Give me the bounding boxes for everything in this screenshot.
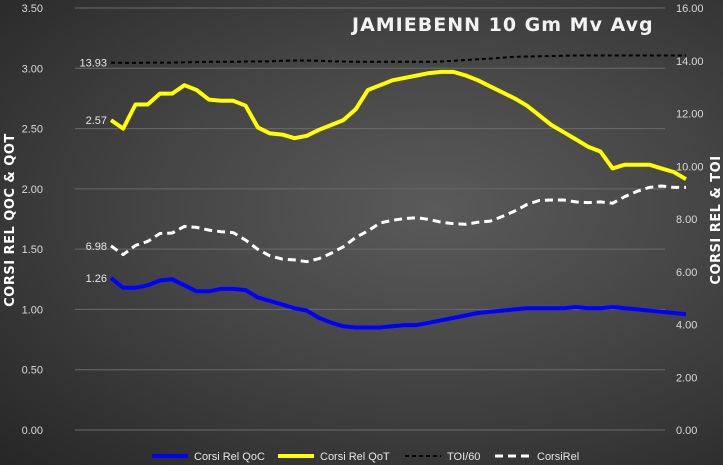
y-tick-label: 3.00 <box>22 63 43 75</box>
chart-title: JAMIEBENN 10 Gm Mv Avg <box>350 14 654 36</box>
legend-label: TOI/60 <box>447 451 480 463</box>
y-tick-label: 2.00 <box>22 184 43 196</box>
y2-tick-label: 0.00 <box>676 425 697 437</box>
start-data-label: 2.57 <box>86 115 107 127</box>
y2-tick-label: 6.00 <box>676 267 697 279</box>
start-data-label: 1.26 <box>86 273 107 285</box>
y-tick-label: 0.00 <box>22 425 43 437</box>
legend-label: CorsiRel <box>537 451 579 463</box>
y-tick-label: 1.00 <box>22 304 43 316</box>
series-line-corsi-rel-qoc <box>109 276 687 330</box>
legend-label: Corsi Rel QoT <box>320 451 390 463</box>
y-tick-label: 1.50 <box>22 244 43 256</box>
series-line-toi-60 <box>110 54 686 64</box>
y2-tick-label: 8.00 <box>676 214 697 226</box>
y2-tick-label: 12.00 <box>676 109 704 121</box>
y2-tick-label: 10.00 <box>676 161 704 173</box>
y2-tick-label: 4.00 <box>676 320 697 332</box>
y2-axis-label: CORSI REL & TOI <box>709 155 723 284</box>
start-data-label: 6.98 <box>86 241 107 253</box>
series-line-corsi-rel-qot <box>109 69 688 181</box>
y-tick-label: 0.50 <box>22 365 43 377</box>
start-data-label: 13.93 <box>79 58 107 70</box>
y2-tick-label: 2.00 <box>676 372 697 384</box>
y-tick-label: 3.50 <box>22 3 43 15</box>
y-axis-label: CORSI REL QOC & QOT <box>3 133 18 307</box>
series-line-corsirel <box>110 184 686 264</box>
y2-tick-label: 16.00 <box>676 3 704 15</box>
y2-tick-label: 14.00 <box>676 56 704 68</box>
legend-label: Corsi Rel QoC <box>194 451 265 463</box>
y-tick-label: 2.50 <box>22 124 43 136</box>
